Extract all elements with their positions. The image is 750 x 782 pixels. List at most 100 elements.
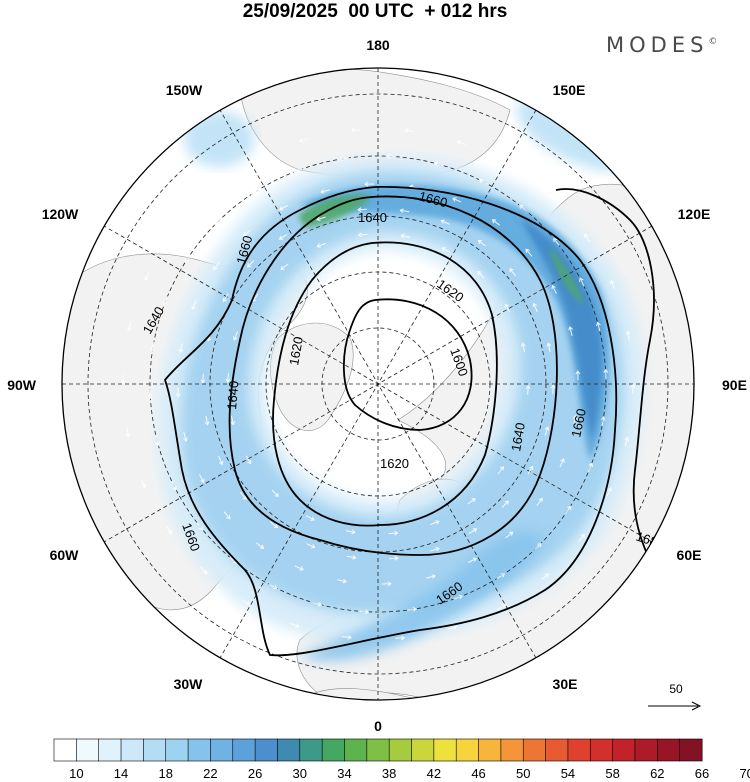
wind-arrow: [162, 296, 169, 306]
wind-arrow: [280, 263, 289, 270]
wind-arrow: [213, 262, 220, 271]
wind-arrow: [509, 267, 516, 277]
wind-arrow: [600, 416, 606, 427]
jet-band-strong: [300, 184, 610, 460]
wind-arrow: [250, 188, 260, 195]
colorbar-swatch: [53, 738, 77, 762]
wind-arrow: [298, 138, 309, 143]
wind-arrow: [357, 232, 368, 238]
wind-arrow: [630, 383, 636, 394]
contour-1660: [163, 186, 618, 657]
wind-arrow: [178, 343, 184, 353]
contour-1600: [342, 298, 473, 431]
colorbar-swatch: [210, 738, 234, 762]
wind-arrow: [579, 277, 585, 287]
colorbar-swatch: [545, 738, 569, 762]
lon-label-30w: 30W: [174, 676, 204, 692]
wind-arrow: [505, 162, 514, 169]
wind-arrow: [359, 609, 370, 615]
wind-arrow: [386, 153, 397, 159]
colorbar-tick-label: 18: [158, 766, 172, 781]
wind-arrow: [504, 303, 511, 313]
colorbar-swatch: [612, 738, 636, 762]
colorbar-swatch: [522, 738, 547, 762]
wind-arrow: [245, 455, 252, 465]
wind-arrow: [519, 204, 527, 212]
wind-arrow: [534, 542, 542, 551]
colorbar-swatch: [143, 738, 167, 762]
wind-arrow: [491, 219, 500, 226]
wind-arrow: [230, 415, 236, 426]
lon-label-60e: 60E: [677, 547, 702, 563]
wind-arrow: [204, 415, 210, 426]
colorbar-swatch: [589, 738, 614, 762]
wind-arrow: [346, 554, 357, 560]
wind-arrow: [477, 239, 486, 247]
colorbar-tick-label: 66: [695, 766, 709, 781]
lon-label-0: 0: [374, 718, 382, 734]
geopotential-contours: [163, 186, 655, 657]
wind-arrow: [140, 478, 146, 489]
wind-arrow: [306, 543, 316, 549]
colorbar-swatch: [388, 738, 413, 762]
wind-arrow: [568, 326, 573, 336]
wind-arrow: [527, 465, 534, 475]
wind-arrow: [551, 284, 557, 294]
wind-arrow: [240, 491, 247, 501]
wind-arrow: [150, 341, 156, 352]
wind-arrow: [518, 427, 523, 437]
colorbar-swatch: [567, 738, 591, 762]
wind-arrow: [565, 505, 572, 514]
wind-arrow: [395, 635, 406, 641]
map-border: [61, 67, 695, 701]
colorbar-swatch: [455, 738, 480, 762]
colorbar-swatch: [165, 738, 189, 762]
copyright-mark: ©: [708, 37, 718, 47]
chart-title: 25/09/2025 00 UTC + 012 hrs: [242, 1, 508, 22]
wind-arrow: [175, 387, 181, 398]
wind-arrow: [532, 302, 538, 313]
colorbar-tick-label: 50: [516, 766, 530, 781]
wind-arrow: [536, 497, 543, 506]
colorbar-swatch: [277, 738, 301, 762]
wind-arrow: [200, 373, 206, 384]
colorbar-tick-label: 14: [114, 766, 128, 781]
wind-arrow: [147, 389, 153, 400]
jet-max-greenzone-2: [548, 245, 584, 305]
wind-arrow: [312, 601, 323, 607]
wind-arrow: [453, 594, 463, 600]
wind-arrow: [294, 565, 304, 571]
wind-arrow: [225, 373, 231, 384]
wind-arrow: [337, 578, 347, 584]
colorbar-swatch: [500, 738, 524, 762]
wind-arrow: [441, 247, 451, 253]
wind-arrow: [270, 521, 279, 529]
wind-arrow: [388, 530, 399, 536]
wind-arrow: [501, 500, 509, 508]
colorbar-tick-label: 54: [561, 766, 575, 781]
wind-arrow: [587, 462, 594, 472]
wind-arrow: [546, 342, 552, 353]
lon-label-60w: 60W: [50, 547, 80, 563]
wind-arrow: [559, 458, 565, 468]
wind-arrow: [165, 525, 172, 535]
jet-band-europe: [300, 530, 545, 662]
wind-arrow: [364, 181, 375, 187]
wind-arrow: [433, 161, 444, 167]
wind-arrow: [184, 254, 191, 263]
colorbar-swatch: [120, 738, 144, 762]
wind-arrow: [206, 188, 215, 195]
wind-arrow: [468, 557, 478, 563]
wind-arrow: [525, 248, 533, 257]
wind-arrow: [404, 128, 414, 134]
wind-arrow: [520, 342, 526, 353]
wind-arrow: [456, 140, 466, 145]
colorbar-tick-label: 70: [739, 766, 750, 781]
wind-arrow: [624, 436, 630, 447]
colorbar-tick-label: 26: [248, 766, 262, 781]
wind-arrow: [200, 566, 208, 575]
wind-arrow: [222, 293, 229, 303]
wind-arrow: [316, 216, 326, 222]
jet-band-mid: [180, 171, 624, 614]
wind-arrow: [525, 384, 531, 395]
